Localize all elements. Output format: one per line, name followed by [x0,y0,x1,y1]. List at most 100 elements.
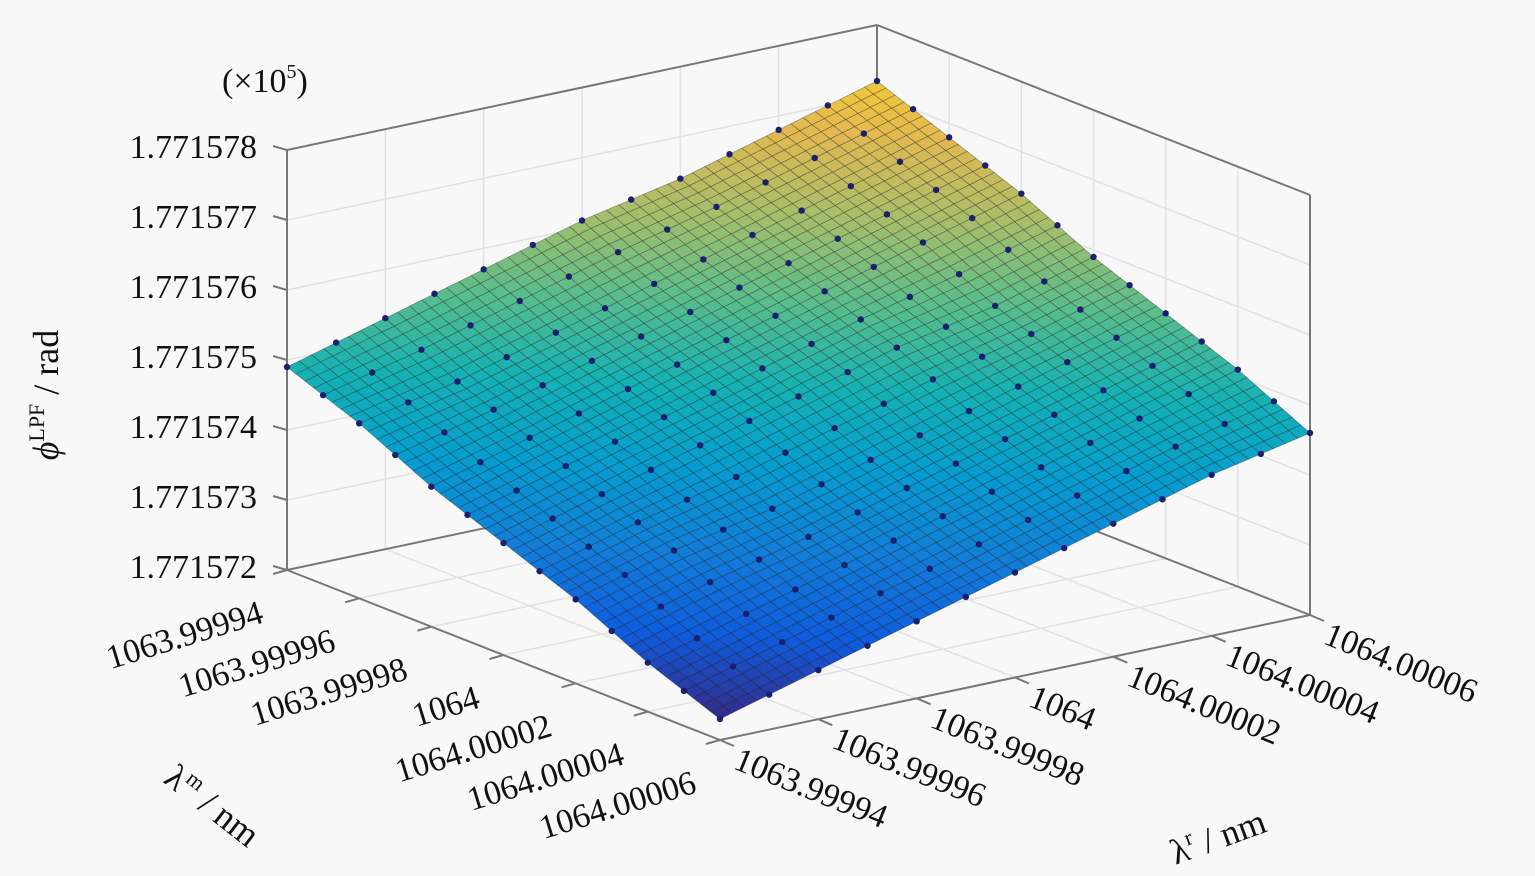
y-tick [1112,655,1128,664]
data-point [1113,334,1120,341]
box-edge [876,24,1311,196]
data-point [1018,190,1025,197]
data-point [1208,471,1215,479]
data-point [1123,467,1130,475]
x-tick-label: 1064 [408,679,484,734]
data-point [909,105,917,113]
x-tick [561,682,576,689]
data-point [785,259,792,267]
data-point [575,410,583,417]
data-point [1270,398,1278,405]
data-point [611,438,619,445]
surface-markers [283,77,1314,723]
data-point [1100,387,1107,394]
data-point [1051,411,1058,418]
x-axis-label: λm / nm [157,755,268,855]
data-point [890,537,897,544]
data-point [896,158,904,165]
y-tick [719,739,735,747]
y-tick [817,718,833,727]
data-point [1159,496,1166,503]
data-point [952,460,960,467]
data-point [428,483,435,490]
data-point [854,509,861,516]
y-axis-label: λr / nm [1164,799,1271,872]
data-point [1110,520,1117,527]
z-tick [272,495,288,501]
data-point [893,344,901,351]
data-point [382,314,389,322]
data-point [867,456,874,464]
data-point [929,376,937,383]
data-point [464,511,471,519]
data-point [795,393,802,400]
data-point [723,336,730,344]
data-point [454,378,461,385]
data-point [503,353,510,361]
data-point [1162,310,1169,317]
data-point [765,691,773,698]
data-point [1136,415,1143,422]
data-point [742,610,750,618]
data-point [1060,544,1068,552]
data-point [772,312,779,319]
data-point [942,323,950,330]
data-point [759,365,766,372]
data-point [756,556,763,563]
data-point [480,266,487,273]
data-point [677,175,684,182]
data-point [719,526,727,533]
data-point [585,543,592,550]
data-point [1221,420,1228,428]
data-point [932,186,940,194]
data-point [467,322,474,329]
data-point [710,389,717,396]
data-point [1172,443,1179,450]
data-point [782,449,789,456]
data-point [815,666,822,674]
data-point [516,297,523,305]
z-tick-label: 1.771574 [130,409,258,446]
data-point [647,466,655,473]
data-point [1074,492,1081,499]
data-point [624,385,632,393]
data-point [726,151,733,158]
data-point [906,293,914,301]
data-point [919,239,927,246]
data-point [1014,383,1022,390]
data-point [1198,338,1205,345]
data-point [716,715,724,723]
data-point [441,429,448,436]
data-point [847,182,855,190]
data-point [818,481,825,488]
surface-mesh [286,80,1311,720]
x-tick [417,625,432,632]
y-tick-label: 1064 [1024,679,1101,739]
data-point [664,226,671,233]
data-point [975,541,983,548]
data-point [1090,253,1097,261]
data-point [539,382,546,389]
data-point [1011,569,1019,576]
data-point [841,561,848,569]
data-point [418,346,425,354]
data-point [670,547,678,554]
z-tick [272,565,288,571]
data-point [1306,429,1314,437]
data-point [565,273,573,280]
data-point [729,663,737,670]
data-point [1257,450,1265,458]
data-point [621,571,629,579]
data-point [627,196,635,203]
data-point [877,589,884,597]
data-point [683,496,691,503]
z-axis-label: ϕLPF / rad [24,330,66,461]
data-point [955,270,963,278]
data-point [945,134,953,141]
x-tick [272,569,288,575]
data-point [880,400,887,407]
data-point [588,357,596,365]
data-point [808,340,815,348]
data-point [657,603,665,610]
